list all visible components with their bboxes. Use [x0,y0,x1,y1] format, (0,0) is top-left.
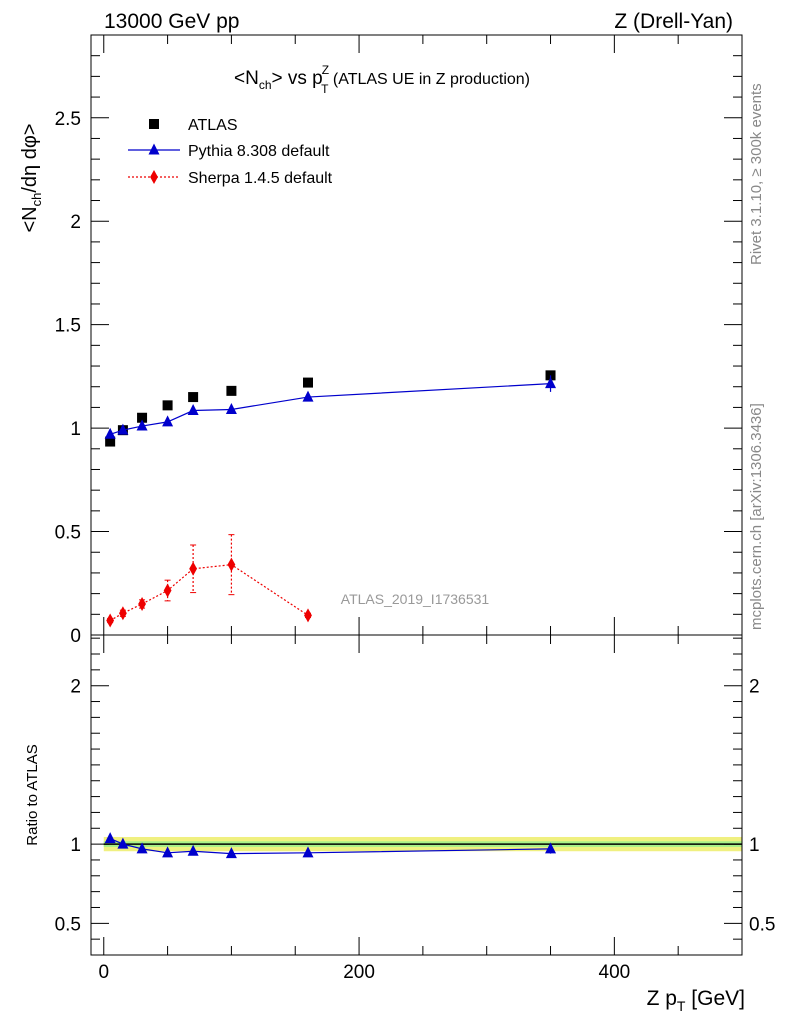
pythia-point [545,377,557,389]
legend-label: ATLAS [188,117,238,134]
pythia-line [109,383,551,435]
ratio-pythia-point [302,846,314,858]
legend-marker-sherpa [150,170,158,184]
sherpa-point [106,613,115,628]
chart-title: <Nch> vs pZ T (ATLAS UE in Z production) [234,63,530,96]
source-label: mcplots.cern.ch [arXiv:1306.3436] [748,403,765,630]
atlas-data-point [105,436,116,447]
xtick-label: 0 [98,962,109,983]
ratio-pythia-point [117,837,129,849]
ratio-band [103,836,742,852]
xtick-label: 400 [599,962,631,983]
ratio-ytick-label-right: 0.5 [749,914,775,935]
main-ytick-label: 2 [70,212,81,233]
pythia-point [187,404,199,416]
main-ytick-label: 1.5 [55,316,81,337]
ratio-pythia-point [136,842,148,854]
pythia-point [104,427,116,439]
legend-label: Pythia 8.308 default [188,143,330,160]
ratio-ytick-label-left: 2 [70,677,81,698]
xtick-labels: 0 200 400 [98,962,630,983]
ratio-frame [90,634,743,956]
ratio-ylabel: Ratio to ATLAS [24,744,41,845]
pythia-point [117,423,129,435]
pythia-point [302,390,314,402]
ratio-ytick-label-right: 2 [749,677,760,698]
ratio-ytick-label-right: 1 [749,835,760,856]
main-ytick-label: 0.5 [55,523,81,544]
atlas-data-point [226,385,237,396]
ratio-pythia-point [104,832,116,844]
ratio-ticks [91,635,743,955]
ratio-series [104,832,557,859]
atlas-data-point [188,392,199,403]
ratio-pythia-point [187,844,199,856]
atlas-data-point [303,377,313,388]
ratio-ytick-label-left: 1 [70,835,81,856]
main-series [104,370,557,628]
main-ticks [91,35,743,636]
sherpa-point [163,583,172,598]
sherpa-point [119,606,127,621]
legend-marker-pythia [148,143,160,155]
main-ytick-label: 0 [70,626,81,647]
main-ytick-label: 2.5 [55,109,81,130]
ratio-pythia-point [545,842,557,854]
watermark: ATLAS_2019_I1736531 [341,591,490,607]
pythia-point [225,402,237,414]
ratio-ytick-label-left: 0.5 [55,914,81,935]
pythia-point [162,415,174,427]
sherpa-point [304,608,312,623]
pythia-point [136,419,148,431]
main-ylabel: <Nch/dη dφ> [19,124,44,233]
legend-label: Sherpa 1.4.5 default [188,170,333,187]
atlas-data-point [137,412,148,423]
sherpa-point [189,561,198,576]
sherpa-line [109,564,309,622]
header-right: Z (Drell-Yan) [614,10,733,33]
atlas-data-point [162,400,173,411]
main-ytick-label: 1 [70,419,81,440]
legend-marker-atlas [149,119,159,129]
rivet-label: Rivet 3.1.10, ≥ 300k events [748,83,765,265]
ratio-ytick-labels: 0.5 0.5 1 1 2 2 [55,677,776,936]
header-left: 13000 GeV pp [104,10,239,33]
xtick-label: 200 [343,962,375,983]
legend: ATLAS Pythia 8.308 default Sherpa 1.4.5 de… [128,117,333,187]
main-ytick-labels: 0 0.5 1 1.5 2 2.5 [55,109,81,647]
sherpa-point [138,596,146,611]
ratio-pythia-point [162,846,174,858]
ratio-pythia-point [225,847,237,859]
ratio-panel: 0.5 0.5 1 1 2 2 0 200 400 Ratio to ATLAS Z pT [… [24,634,776,1014]
sherpa-point [227,557,236,572]
main-panel: 0 0.5 1 1.5 2 2.5 <Nch/dη dφ> <Nch> vs pZ T (A… [19,34,743,647]
x-axis-label: Z pT [GeV] [647,987,745,1014]
